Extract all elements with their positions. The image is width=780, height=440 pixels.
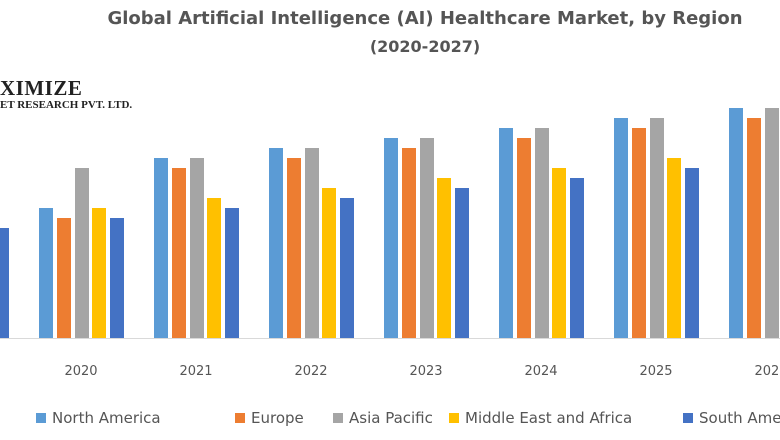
bar-middle-east-and-africa-2024: [552, 168, 566, 338]
logo-line-1: XIMIZE: [0, 76, 83, 100]
legend-swatch: [449, 413, 459, 423]
bar-south-america-2020: [110, 218, 124, 338]
bar-asia-pacific-2024: [535, 128, 549, 338]
bar-north-america-2025: [614, 118, 628, 338]
bar-south-america-2025: [685, 168, 699, 338]
legend-label: Middle East and Africa: [465, 409, 633, 427]
bar-asia-pacific-2023: [420, 138, 434, 338]
bar-south-america-2021: [225, 208, 239, 338]
bar-middle-east-and-africa-2023: [437, 178, 451, 338]
legend-item: North America: [36, 409, 161, 427]
chart-title: Global Artificial Intelligence (AI) Heal…: [107, 8, 743, 29]
bar-north-america-2023: [384, 138, 398, 338]
company-logo: XIMIZE ET RESEARCH PVT. LTD.: [0, 78, 132, 111]
x-tick-label: 2023: [409, 364, 442, 379]
bar-south-america-2023: [455, 188, 469, 338]
bar-asia-pacific-2022: [305, 148, 319, 338]
bar-south-america-2022: [340, 198, 354, 338]
bar-north-america-2020: [39, 208, 53, 338]
bar-north-america-2022: [269, 148, 283, 338]
chart-subtitle: (2020-2027): [369, 37, 481, 56]
legend-swatch: [36, 413, 46, 423]
bar-europe-2024: [517, 138, 531, 338]
legend-item: Middle East and Africa: [449, 409, 632, 427]
bar-europe-2023: [402, 148, 416, 338]
x-tick-label: 2025: [639, 364, 672, 379]
x-tick-label: 2021: [179, 364, 212, 379]
bar-europe-2020: [57, 218, 71, 338]
bar-middle-east-and-africa-2025: [667, 158, 681, 338]
legend-swatch: [235, 413, 245, 423]
legend-label: Europe: [251, 409, 304, 427]
legend-item: Asia Pacific: [333, 409, 433, 427]
x-tick-label: 2026: [754, 364, 780, 379]
logo-line-2: ET RESEARCH PVT. LTD.: [0, 99, 133, 111]
bar-middle-east-and-africa-2020: [92, 208, 106, 338]
x-tick-label: 2020: [64, 364, 97, 379]
bar-south-america-2024: [570, 178, 584, 338]
bar-asia-pacific-2026: [765, 108, 779, 338]
legend-label: North America: [52, 409, 161, 427]
bar-europe-2022: [287, 158, 301, 338]
bar-europe-2025: [632, 128, 646, 338]
bar-europe-2026: [747, 118, 761, 338]
bar-asia-pacific-2021: [190, 158, 204, 338]
x-tick-label: 2022: [294, 364, 327, 379]
bar-north-america-2021: [154, 158, 168, 338]
bar-north-america-2024: [499, 128, 513, 338]
legend-item: Europe: [235, 409, 304, 427]
bar-south-america-partial: [0, 228, 9, 338]
bar-middle-east-and-africa-2021: [207, 198, 221, 338]
legend-swatch: [333, 413, 343, 423]
bar-europe-2021: [172, 168, 186, 338]
legend-swatch: [683, 413, 693, 423]
legend-label: Asia Pacific: [349, 409, 433, 427]
bar-chart: 2020 2021 2022 2023 2024 2025 2026: [0, 108, 780, 379]
legend-label: South America: [699, 409, 780, 427]
x-tick-label: 2024: [524, 364, 557, 379]
bar-asia-pacific-2020: [75, 168, 89, 338]
bar-north-america-2026: [729, 108, 743, 338]
legend-item: South America: [683, 409, 780, 427]
bar-asia-pacific-2025: [650, 118, 664, 338]
bar-middle-east-and-africa-2022: [322, 188, 336, 338]
